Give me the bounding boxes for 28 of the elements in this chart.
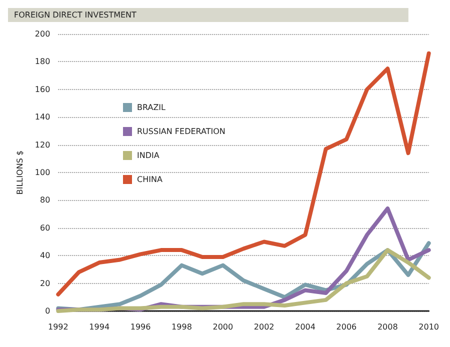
x-tick-label: 1992 [48, 322, 68, 332]
x-tick-label: 1996 [130, 322, 151, 332]
x-tick-label: 2002 [254, 322, 274, 332]
y-tick-label: 80 [40, 196, 50, 205]
x-tick-label: 2004 [295, 322, 316, 332]
legend-label: RUSSIAN FEDERATION [137, 127, 226, 136]
x-tick-label: 1998 [172, 322, 192, 332]
y-tick-label: 120 [34, 140, 50, 150]
legend-label: BRAZIL [137, 103, 166, 112]
x-tick-label: 2006 [336, 322, 357, 332]
x-tick-label: 2010 [418, 322, 439, 332]
y-tick-label: 0 [45, 306, 50, 316]
y-tick-label: 140 [34, 112, 50, 122]
legend-label: INDIA [137, 151, 160, 160]
chart-title: FOREIGN DIRECT INVESTMENT [14, 10, 137, 20]
y-axis-title: BILLIONS $ [16, 150, 24, 195]
x-tick-label: 2000 [212, 322, 234, 332]
line-series [56, 51, 431, 296]
y-tick-label: 40 [40, 251, 50, 260]
y-tick-label: 200 [34, 30, 50, 38]
y-tick-label: 100 [34, 168, 50, 177]
y-tick-label: 20 [40, 278, 50, 288]
x-tick-label: 2008 [377, 322, 398, 332]
y-tick-label: 180 [34, 57, 50, 66]
legend-label: CHINA [137, 175, 163, 184]
y-tick-label: 160 [34, 84, 50, 94]
x-tick-label: 1994 [89, 322, 110, 332]
y-tick-label: 60 [40, 223, 50, 232]
